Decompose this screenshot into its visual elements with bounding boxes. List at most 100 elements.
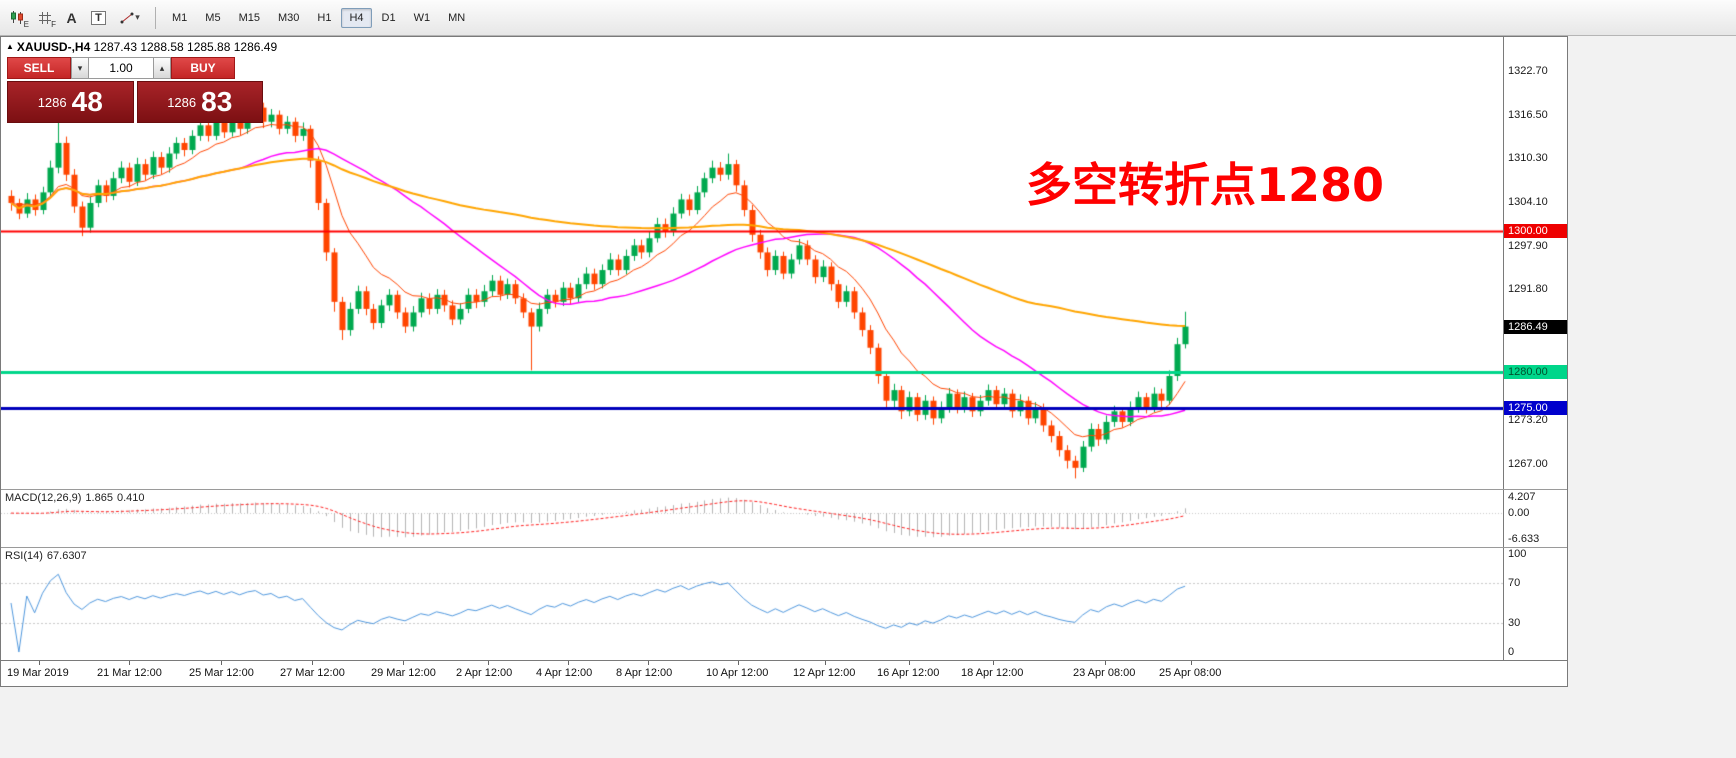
time-axis-label: 25 Apr 08:00: [1159, 667, 1222, 679]
time-axis-label: 18 Apr 12:00: [961, 667, 1024, 679]
charts-icon[interactable]: E: [4, 5, 31, 30]
time-axis-label: 29 Mar 12:00: [371, 667, 436, 679]
time-axis-label: 16 Apr 12:00: [877, 667, 940, 679]
timeframe-button-mn[interactable]: MN: [440, 8, 473, 28]
pane-divider-rsi[interactable]: [1, 547, 1567, 548]
one-click-trading-panel: SELL ▾ ▴ BUY 1286 48: [7, 57, 263, 123]
time-axis-tick: [993, 661, 994, 665]
pane-divider-macd[interactable]: [1, 489, 1567, 490]
time-axis-tick: [1105, 661, 1106, 665]
timeframe-button-group: M1 M5 M15 M30 H1 H4 D1 W1 MN: [163, 7, 474, 28]
time-axis-label: 8 Apr 12:00: [616, 667, 673, 679]
time-axis-tick: [312, 661, 313, 665]
time-axis-tick: [1191, 661, 1192, 665]
time-axis-tick: [488, 661, 489, 665]
time-axis-tick: [825, 661, 826, 665]
timeframe-button-m5[interactable]: M5: [197, 8, 228, 28]
macd-pane: MACD(12,26,9) 1.865 0.410 4.207 0.00 -6.633: [1, 490, 1567, 547]
time-axis-label: 19 Mar 2019: [7, 667, 69, 679]
toolbar-separator: [155, 6, 156, 29]
timeframe-button-m30[interactable]: M30: [270, 8, 307, 28]
volume-dec-button[interactable]: ▾: [71, 57, 89, 79]
chart-ohlc-info: ▲ XAUUSD-,H4 1287.43 1288.58 1285.88 1286…: [6, 40, 277, 54]
price-badge-1300.00: 1300.00: [1504, 224, 1567, 239]
timeframe-button-m1[interactable]: M1: [164, 8, 195, 28]
axis-label: 4.207: [1508, 490, 1536, 503]
time-axis-tick: [221, 661, 222, 665]
axis-label: 100: [1508, 548, 1527, 560]
symbol-label: XAUUSD-,H4: [16, 40, 91, 54]
time-axis-label: 4 Apr 12:00: [536, 667, 593, 679]
rsi-axis[interactable]: 100 70 30 0: [1503, 548, 1567, 660]
time-axis-label: 12 Apr 12:00: [793, 667, 856, 679]
icon-sub-label: F: [51, 20, 56, 29]
buy-pips: 83: [201, 86, 233, 117]
timeframe-button-h4[interactable]: H4: [341, 7, 372, 28]
time-axis-label: 27 Mar 12:00: [280, 667, 345, 679]
axis-label: 1304.10: [1508, 196, 1548, 209]
sell-pips: 48: [71, 86, 103, 117]
buy-big-figure: 1286: [167, 94, 197, 110]
time-axis[interactable]: 19 Mar 2019 21 Mar 12:00 25 Mar 12:00 27 Ma…: [1, 660, 1567, 686]
time-axis-tick: [129, 661, 130, 665]
sell-button[interactable]: SELL: [7, 57, 71, 79]
volume-input[interactable]: [89, 57, 153, 79]
axis-label: 1297.90: [1508, 240, 1548, 253]
price-badge-1286.49: 1286.49: [1504, 319, 1567, 334]
candlestick-glyph: [11, 11, 23, 24]
macd-label: MACD(12,26,9) 1.865 0.410: [5, 492, 145, 504]
price-axis[interactable]: 1322.70 1316.50 1310.30 1304.10 1297.90 1291.…: [1503, 37, 1567, 489]
timeframe-button-h1[interactable]: H1: [309, 8, 339, 28]
main-price-pane: ▲ XAUUSD-,H4 1287.43 1288.58 1285.88 1286…: [1, 37, 1567, 489]
buy-price-tile[interactable]: 1286 83: [136, 81, 263, 123]
price-badge-1275.00: 1275.00: [1504, 400, 1567, 415]
time-axis-tick: [738, 661, 739, 665]
rsi-canvas[interactable]: [1, 548, 1503, 660]
timeframe-button-m15[interactable]: M15: [231, 8, 268, 28]
timeframe-button-d1[interactable]: D1: [374, 8, 404, 28]
timeframe-button-w1[interactable]: W1: [406, 8, 439, 28]
time-axis-tick: [568, 661, 569, 665]
axis-label: 0.00: [1508, 507, 1530, 520]
sell-big-figure: 1286: [37, 94, 67, 110]
buy-button[interactable]: BUY: [171, 57, 235, 79]
macd-axis[interactable]: 4.207 0.00 -6.633: [1503, 490, 1567, 547]
time-axis-label: 21 Mar 12:00: [97, 667, 162, 679]
axis-label: 30: [1508, 616, 1521, 629]
time-axis-tick: [648, 661, 649, 665]
macd-signal-value: 0.410: [116, 492, 145, 504]
grid-icon[interactable]: F: [31, 5, 58, 30]
rsi-label: RSI(14) 67.6307: [5, 550, 87, 562]
grid-glyph: [38, 11, 51, 24]
rsi-value: 67.6307: [46, 550, 87, 562]
time-axis-tick: [39, 661, 40, 665]
font-tool-icon[interactable]: A: [66, 9, 77, 26]
axis-label: 1291.80: [1508, 283, 1548, 296]
time-axis-tick: [909, 661, 910, 665]
axis-label: 70: [1508, 577, 1521, 590]
axis-label: 0: [1508, 646, 1515, 658]
rsi-pane: RSI(14) 67.6307 100 70 30 0: [1, 548, 1567, 660]
chart-annotation-text: 多空转折点1280: [1026, 158, 1385, 212]
price-badge-1280.00: 1280.00: [1504, 365, 1567, 380]
axis-label: 1267.00: [1508, 458, 1548, 471]
time-axis-label: 23 Apr 08:00: [1073, 667, 1136, 679]
axis-label: 1310.30: [1508, 152, 1548, 165]
volume-inc-button[interactable]: ▴: [153, 57, 171, 79]
text-label-icon[interactable]: T: [85, 5, 112, 30]
axis-label: 1316.50: [1508, 108, 1548, 121]
trendline-glyph: [120, 12, 134, 23]
line-studies-icon[interactable]: ▾: [112, 5, 148, 30]
time-axis-label: 25 Mar 12:00: [189, 667, 254, 679]
volume-stepper: ▾ ▴: [71, 57, 171, 79]
expand-icon[interactable]: ▲: [6, 42, 14, 51]
axis-label: -6.633: [1508, 532, 1540, 545]
axis-label: 1273.20: [1508, 414, 1548, 427]
chart-toolbar: E F A T ▾ M1 M5 M15 M30 H1 H4 D1 W1 MN: [0, 0, 1736, 36]
chevron-down-icon: ▾: [135, 12, 140, 22]
time-axis-tick: [403, 661, 404, 665]
macd-canvas[interactable]: [1, 490, 1503, 547]
workspace: ▲ XAUUSD-,H4 1287.43 1288.58 1285.88 1286…: [0, 36, 1736, 758]
sell-price-tile[interactable]: 1286 48: [7, 81, 134, 123]
